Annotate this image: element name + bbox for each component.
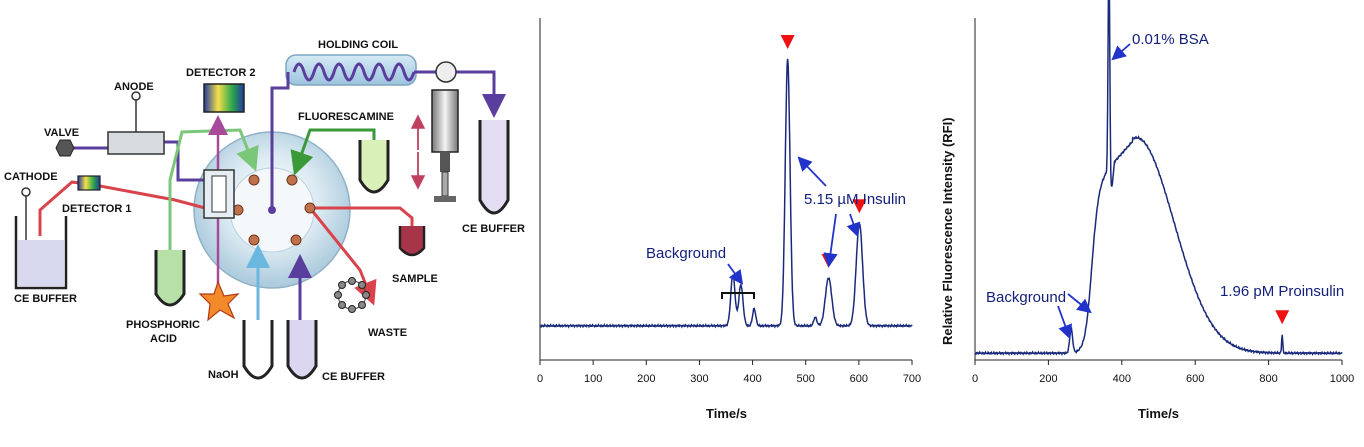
label-phosphoric-2: ACID	[150, 333, 177, 345]
holding-coil-winding	[292, 62, 416, 82]
chart1-x-ticks: 0 100 200 300 400 500 600 700	[537, 360, 921, 385]
chart2-x-title: Time/s	[1138, 406, 1179, 421]
x-tick-label: 300	[690, 373, 708, 385]
label-sample: SAMPLE	[392, 273, 438, 285]
chart1-insulin-label: 5.15 µM Insulin	[804, 191, 906, 208]
red-line-waste	[308, 207, 377, 306]
chart-insulin: 0 100 200 300 400 500 600 700 Time/s Background…	[537, 18, 921, 421]
peak-marker-triangle	[1275, 310, 1290, 325]
label-holding-coil: HOLDING COIL	[318, 39, 398, 51]
label-cathode: CATHODE	[4, 171, 58, 183]
instrument-schematic: HOLDING COIL	[4, 39, 525, 383]
chart1-insulin-arrow-2	[823, 213, 838, 268]
x-tick-label: 400	[1113, 373, 1131, 385]
capillary-valve-to-coil	[270, 72, 290, 210]
capillary-pump-to-buffer	[455, 70, 506, 118]
light-source-star-icon	[198, 280, 240, 322]
x-tick-label: 200	[1039, 373, 1057, 385]
chart2-bsa-arrow	[1111, 43, 1131, 61]
ce-buffer-left-fill	[18, 240, 64, 286]
chart2-background-arrow-1	[1057, 305, 1073, 340]
x-tick-label: 700	[903, 373, 921, 385]
label-naoh: NaOH	[208, 369, 239, 381]
peak-marker-triangle	[852, 199, 867, 214]
chart1-x-title: Time/s	[706, 406, 747, 421]
pump-wheel	[435, 61, 457, 83]
label-phosphoric-1: PHOSPHORIC	[126, 319, 200, 331]
chart2-bsa-label: 0.01% BSA	[1132, 31, 1209, 48]
label-waste: WASTE	[368, 327, 407, 339]
anode-block	[107, 131, 165, 155]
x-tick-label: 200	[637, 373, 655, 385]
x-tick-label: 600	[850, 373, 868, 385]
x-tick-label: 0	[537, 373, 543, 385]
chart1-background-label: Background	[646, 245, 726, 262]
label-ce-buffer-bottom: CE BUFFER	[322, 371, 385, 383]
ce-buffer-bottom-tube	[286, 320, 318, 380]
valve-hex-icon	[55, 139, 75, 157]
chart-proinsulin: 0 200 400 600 800 1000 Time/s Relative Fluore…	[940, 0, 1354, 421]
label-anode: ANODE	[114, 81, 154, 93]
holding-coil-box	[285, 54, 417, 86]
chart2-background-arrow-2	[1067, 293, 1092, 314]
x-tick-label: 0	[972, 373, 978, 385]
sample-tube	[398, 226, 426, 257]
label-fluorescamine: FLUORESCAMINE	[298, 111, 394, 123]
valve-ports	[232, 174, 316, 246]
phosphoric-acid-tube	[154, 250, 186, 307]
detector-1	[77, 175, 101, 191]
chart2-proinsulin-label: 1.96 pM Proinsulin	[1220, 283, 1344, 300]
peak-marker-triangle	[780, 35, 795, 50]
chart2-markers	[1275, 310, 1290, 325]
x-tick-label: 800	[1259, 373, 1277, 385]
chart1-insulin-arrow-3	[846, 213, 861, 238]
chart1-background-bracket	[721, 292, 755, 299]
chart1-background-arrow	[727, 263, 744, 285]
x-tick-label: 500	[797, 373, 815, 385]
label-detector-1: DETECTOR 1	[62, 203, 131, 215]
chart1-markers	[780, 35, 867, 268]
ce-buffer-right-tube	[478, 120, 510, 215]
x-tick-label: 600	[1186, 373, 1204, 385]
label-ce-buffer-right: CE BUFFER	[462, 223, 525, 235]
naoh-tube	[242, 320, 274, 380]
chart1-trace	[539, 58, 913, 329]
chart2-background-label: Background	[986, 289, 1066, 306]
x-tick-label: 1000	[1330, 373, 1354, 385]
ce-buffer-left-beaker	[14, 216, 68, 290]
green-line-phosphoric	[168, 128, 259, 270]
label-valve: VALVE	[44, 127, 79, 139]
x-tick-label: 100	[584, 373, 602, 385]
chart2-y-title: Relative Fluorescence Intensity (RFI)	[940, 117, 955, 345]
fluorescamine-tube	[358, 140, 390, 194]
chart1-insulin-arrow-1	[797, 156, 827, 187]
chart2-trace	[974, 0, 1343, 357]
detector-2	[203, 83, 245, 113]
waste-beads-icon	[334, 277, 370, 313]
syringe-barrel	[431, 89, 459, 153]
x-tick-label: 400	[743, 373, 761, 385]
label-ce-buffer-left: CE BUFFER	[14, 293, 77, 305]
chart2-x-ticks: 0 200 400 600 800 1000	[972, 360, 1354, 385]
label-detector-2: DETECTOR 2	[186, 67, 255, 79]
